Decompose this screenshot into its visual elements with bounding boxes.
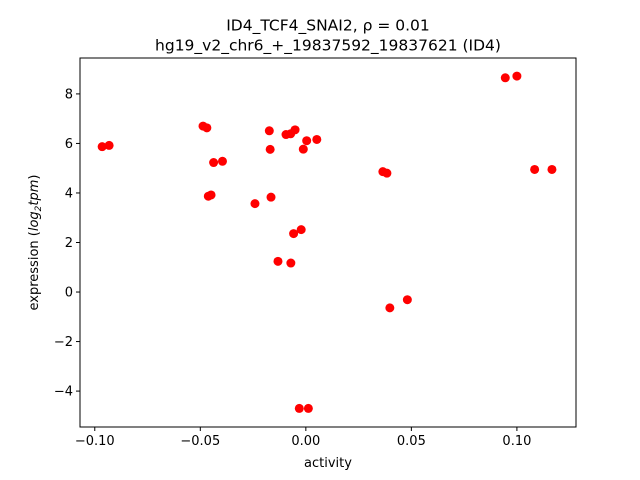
y-tick-label-1: −4 <box>54 385 73 400</box>
data-point-20 <box>296 225 306 235</box>
y-tick-label-6: 6 <box>65 137 73 152</box>
y-axis-label-math: log <box>27 211 42 231</box>
data-point-26 <box>382 168 392 178</box>
y-tick-label-7: 8 <box>65 87 73 102</box>
data-point-16 <box>286 258 296 268</box>
data-point-32 <box>547 164 557 174</box>
y-axis-ticks: −4 −2 0 2 4 6 8 <box>54 87 80 400</box>
y-axis-label-math-2: tpm <box>27 180 42 206</box>
x-tick-label-5: 0.10 <box>502 434 531 449</box>
y-axis-label-main: expression ( <box>27 231 42 310</box>
y-axis-label-close: ) <box>27 175 42 180</box>
x-axis-label: activity <box>304 456 352 471</box>
data-point-31 <box>530 164 540 174</box>
plot-frame <box>79 57 577 428</box>
y-tick-label-5: 4 <box>65 186 73 201</box>
x-tick-label-4: 0.05 <box>397 434 426 449</box>
chart-title: ID4_TCF4_SNAI2, ρ = 0.01 <box>226 17 430 36</box>
data-point-12 <box>266 192 276 202</box>
data-point-21 <box>298 144 308 154</box>
data-point-2 <box>104 140 114 150</box>
data-point-18 <box>290 125 300 135</box>
data-point-24 <box>312 134 322 144</box>
data-point-17 <box>289 229 299 239</box>
data-point-13 <box>273 256 283 266</box>
plot-area <box>80 58 576 427</box>
data-point-28 <box>402 295 412 305</box>
y-axis-label: expression (log2tpm) <box>27 175 44 311</box>
x-axis-ticks: −0.10 −0.05 0.00 0.05 0.10 <box>75 427 531 449</box>
data-point-11 <box>265 144 275 154</box>
chart-subtitle: hg19_v2_chr6_+_19837592_19837621 (ID4) <box>155 37 501 56</box>
data-point-10 <box>264 126 274 136</box>
data-point-9 <box>250 199 260 209</box>
data-point-1 <box>97 142 107 152</box>
data-point-7 <box>209 158 219 168</box>
data-point-23 <box>303 403 313 413</box>
data-point-8 <box>217 156 227 166</box>
data-point-6 <box>206 190 216 200</box>
data-point-22 <box>302 136 312 146</box>
x-tick-label-1: −0.10 <box>75 434 115 449</box>
data-point-30 <box>512 71 522 81</box>
y-tick-label-3: 0 <box>65 286 73 301</box>
data-point-4 <box>202 123 212 133</box>
y-axis-label-subscript: 2 <box>34 205 44 211</box>
y-tick-label-4: 2 <box>65 236 73 251</box>
data-point-27 <box>385 303 395 313</box>
x-tick-label-3: 0.00 <box>291 434 320 449</box>
x-tick-label-2: −0.05 <box>180 434 220 449</box>
y-tick-label-2: −2 <box>54 335 73 350</box>
data-point-19 <box>294 403 304 413</box>
data-point-29 <box>500 73 510 83</box>
points-layer <box>97 71 557 413</box>
